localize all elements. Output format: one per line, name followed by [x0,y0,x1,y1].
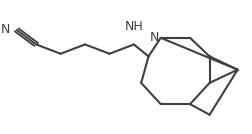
Text: N: N [149,31,159,44]
Text: NH: NH [124,20,143,33]
Text: N: N [1,23,11,36]
